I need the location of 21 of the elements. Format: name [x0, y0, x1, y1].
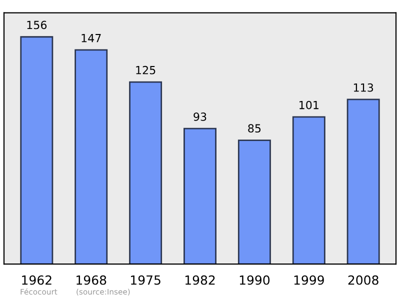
data-label: 93	[194, 112, 206, 121]
x-tick-label: 1975	[131, 275, 160, 285]
x-tick-label: 2008	[348, 275, 378, 285]
bar	[184, 128, 216, 264]
bar	[20, 36, 54, 264]
x-tick-label: 1968	[76, 275, 106, 285]
data-label: 147	[82, 34, 101, 42]
bar	[238, 140, 271, 264]
data-label: 101	[300, 100, 318, 110]
data-label: 125	[136, 66, 156, 74]
bar	[292, 116, 326, 264]
x-tick-label: 1962	[22, 275, 52, 285]
bar	[129, 81, 162, 264]
data-label: 113	[354, 83, 374, 92]
x-tick-label: 1990	[240, 275, 270, 285]
data-label: 85	[248, 124, 261, 133]
bar	[346, 98, 380, 264]
bar	[74, 49, 108, 264]
x-tick-label: 1999	[294, 275, 324, 285]
data-label: 156	[27, 20, 47, 30]
x-tick-label: 1982	[185, 275, 215, 285]
